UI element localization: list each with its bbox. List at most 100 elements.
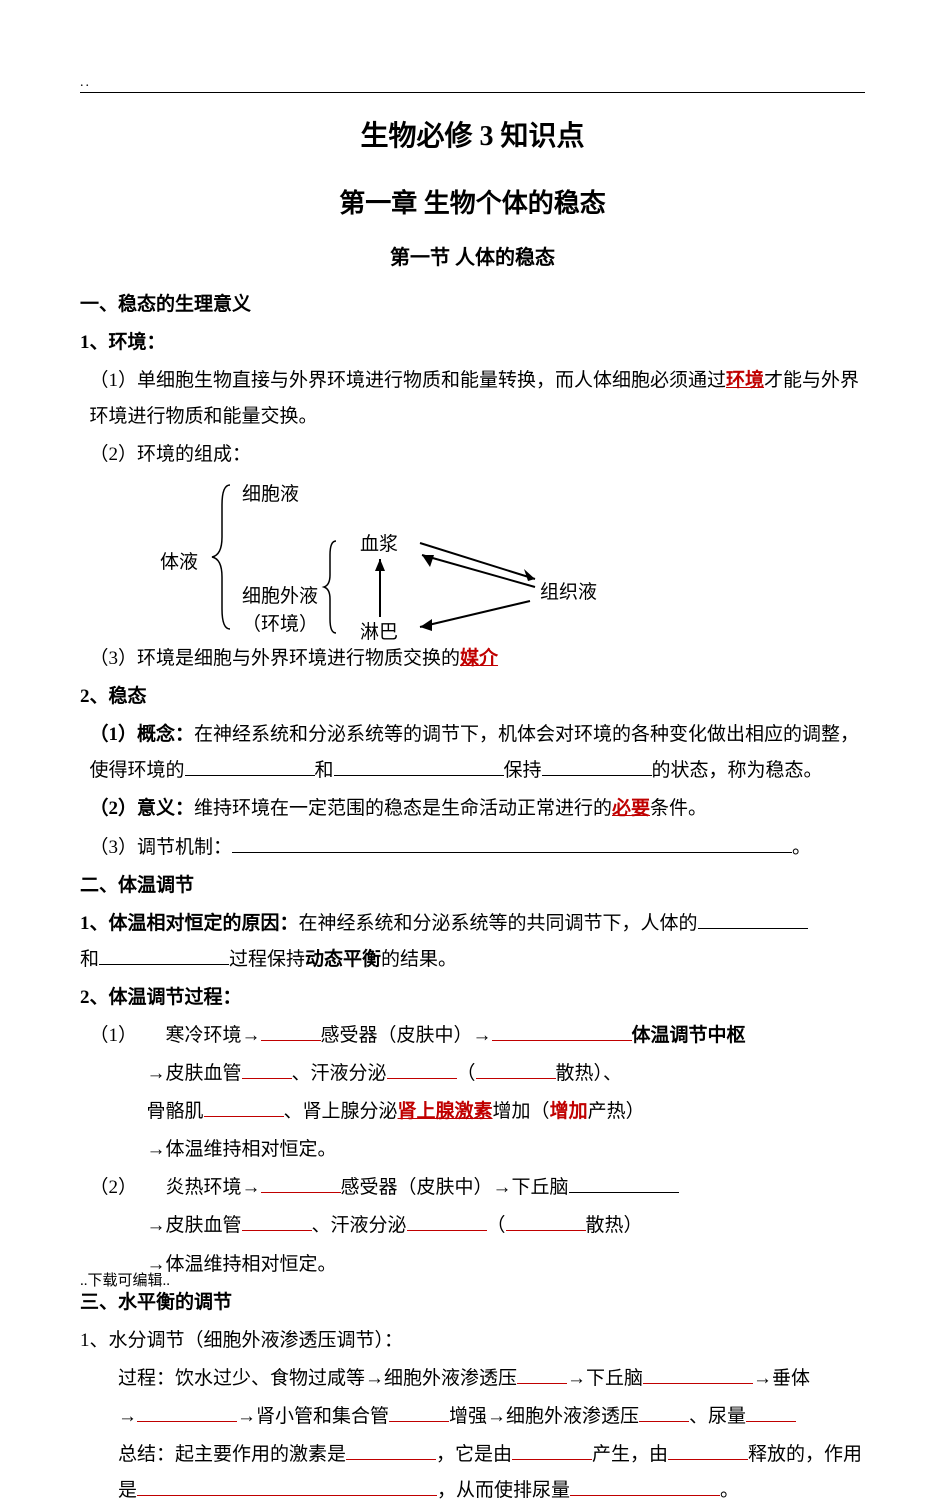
label: 1、体温相对恒定的原因： bbox=[80, 913, 299, 934]
blank-red bbox=[570, 1475, 720, 1496]
para-2-2: （2）意义：维持环境在一定范围的稳态是生命活动正常进行的必要条件。 bbox=[80, 791, 865, 827]
blank bbox=[185, 755, 315, 776]
text: →肾小管和集合管 bbox=[237, 1406, 389, 1427]
blank-red bbox=[242, 1058, 292, 1079]
heading-3: 三、水平衡的调节 bbox=[80, 1285, 865, 1321]
text: 和 bbox=[315, 760, 334, 781]
text: → bbox=[118, 1406, 137, 1427]
text: 散热） bbox=[586, 1215, 643, 1236]
text: （1） 寒冷环境→ bbox=[90, 1025, 261, 1046]
blank bbox=[99, 944, 229, 965]
keyword-center: 体温调节中枢 bbox=[632, 1025, 746, 1046]
text: 维持环境在一定范围的稳态是生命活动正常进行的 bbox=[194, 798, 612, 819]
blank-red bbox=[506, 1211, 586, 1232]
blank bbox=[334, 755, 504, 776]
text: 产热） bbox=[588, 1101, 645, 1122]
cold-line-2: →皮肤血管 、汗液分泌 （ 散热）、 bbox=[80, 1056, 865, 1092]
blank-red bbox=[643, 1363, 753, 1384]
diagram-xuejang: 血浆 bbox=[360, 527, 398, 563]
chapter-title: 第一章 生物个体的稳态 bbox=[80, 179, 865, 228]
blank-red bbox=[389, 1401, 449, 1422]
diagram-xibaoye: 细胞液 bbox=[242, 477, 299, 513]
label-concept: （1）概念： bbox=[90, 724, 195, 745]
para-1-2: （2）环境的组成： bbox=[80, 437, 865, 473]
blank bbox=[569, 1172, 679, 1193]
text: 骨骼肌 bbox=[147, 1101, 204, 1122]
blank-red bbox=[476, 1058, 556, 1079]
text: 保持 bbox=[504, 760, 542, 781]
blank-red bbox=[492, 1020, 632, 1041]
diagram-tiye: 体液 bbox=[160, 545, 198, 581]
water-line-3: 总结：起主要作用的激素是，它是由产生，由释放的，作用是，从而使排尿量。 bbox=[80, 1437, 865, 1509]
para-temp-reason: 1、体温相对恒定的原因：在神经系统和分泌系统等的共同调节下，人体的 和 过程保持动… bbox=[80, 906, 865, 978]
para-1-3: （3）环境是细胞与外界环境进行物质交换的媒介 bbox=[80, 641, 865, 677]
text: 的结果。 bbox=[381, 949, 457, 970]
heading-2: 二、体温调节 bbox=[80, 868, 865, 904]
blank-red bbox=[204, 1096, 284, 1117]
blank-red bbox=[746, 1401, 796, 1422]
hot-line-1: （2） 炎热环境→ 感受器（皮肤中）→下丘脑 bbox=[80, 1170, 865, 1206]
text: （ bbox=[457, 1063, 476, 1084]
blank-red bbox=[668, 1439, 748, 1460]
text: →皮肤血管 bbox=[147, 1215, 242, 1236]
fluid-diagram: 体液 细胞液 细胞外液 （环境） 血浆 淋巴 组织液 bbox=[80, 477, 865, 637]
keyword-necessary: 必要 bbox=[612, 798, 650, 819]
blank bbox=[542, 755, 652, 776]
para-2-3: （3）调节机制：。 bbox=[80, 830, 865, 866]
text: （1）单细胞生物直接与外界环境进行物质和能量转换，而人体细胞必须通过 bbox=[90, 370, 727, 391]
text: （2） 炎热环境→ bbox=[90, 1177, 261, 1198]
blank-red bbox=[407, 1211, 487, 1232]
text: 。 bbox=[720, 1480, 739, 1501]
keyword-increase: 增加 bbox=[550, 1101, 588, 1122]
blank-red bbox=[242, 1211, 312, 1232]
item-1-env: 1、环境： bbox=[80, 325, 865, 361]
text: 增加（ bbox=[493, 1101, 550, 1122]
blank-red bbox=[346, 1439, 436, 1460]
keyword-balance: 动态平衡 bbox=[305, 949, 381, 970]
water-line-2: →→肾小管和集合管增强→细胞外液渗透压、尿量 bbox=[80, 1399, 865, 1435]
para-1-1: （1）单细胞生物直接与外界环境进行物质和能量转换，而人体细胞必须通过环境才能与外… bbox=[80, 363, 865, 435]
cold-line-4: →体温维持相对恒定。 bbox=[80, 1132, 865, 1168]
blank-red bbox=[387, 1058, 457, 1079]
water-intro: 1、水分调节（细胞外液渗透压调节）： bbox=[80, 1323, 865, 1359]
text: 增强→细胞外液渗透压 bbox=[449, 1406, 639, 1427]
text: 总结：起主要作用的激素是 bbox=[118, 1444, 346, 1465]
text: 感受器（皮肤中）→下丘脑 bbox=[341, 1177, 569, 1198]
text: 条件。 bbox=[650, 798, 707, 819]
text: 、汗液分泌 bbox=[292, 1063, 387, 1084]
blank bbox=[698, 908, 808, 929]
text: 在神经系统和分泌系统等的共同调节下，人体的 bbox=[299, 913, 698, 934]
blank-red bbox=[517, 1363, 567, 1384]
blank-red bbox=[137, 1475, 437, 1496]
text: 产生，由 bbox=[592, 1444, 668, 1465]
item-2-homeostasis: 2、稳态 bbox=[80, 679, 865, 715]
text: 和 bbox=[80, 949, 99, 970]
hot-line-2: →皮肤血管 、汗液分泌 （ 散热） bbox=[80, 1208, 865, 1244]
hot-line-3: →体温维持相对恒定。 bbox=[80, 1247, 865, 1283]
blank-long bbox=[232, 832, 792, 853]
text: 过程保持 bbox=[229, 949, 305, 970]
text: →皮肤血管 bbox=[147, 1063, 242, 1084]
diagram-huanjing: （环境） bbox=[242, 607, 318, 643]
keyword-env: 环境 bbox=[726, 370, 764, 391]
text: ，它是由 bbox=[436, 1444, 512, 1465]
footer-text: ..下载可编辑.. bbox=[80, 1267, 170, 1296]
cold-line-1: （1） 寒冷环境→ 感受器（皮肤中）→ 体温调节中枢 bbox=[80, 1018, 865, 1054]
diagram-linba: 淋巴 bbox=[360, 615, 398, 651]
text: 散热）、 bbox=[556, 1063, 623, 1084]
diagram-zuzhiye: 组织液 bbox=[540, 575, 597, 611]
blank-red bbox=[639, 1401, 689, 1422]
text: 过程：饮水过少、食物过咸等→细胞外液渗透压 bbox=[118, 1368, 517, 1389]
text: （3）调节机制： bbox=[90, 837, 233, 858]
text: →垂体 bbox=[753, 1368, 810, 1389]
text: （ bbox=[487, 1215, 506, 1236]
text: →下丘脑 bbox=[567, 1368, 643, 1389]
header-rule bbox=[80, 92, 865, 93]
item-temp-process: 2、体温调节过程： bbox=[80, 980, 865, 1016]
text: 感受器（皮肤中）→ bbox=[321, 1025, 492, 1046]
text: 、汗液分泌 bbox=[312, 1215, 407, 1236]
blank-red bbox=[137, 1401, 237, 1422]
text: 的状态，称为稳态。 bbox=[652, 760, 823, 781]
blank-red bbox=[261, 1020, 321, 1041]
text: （3）环境是细胞与外界环境进行物质交换的 bbox=[90, 648, 461, 669]
